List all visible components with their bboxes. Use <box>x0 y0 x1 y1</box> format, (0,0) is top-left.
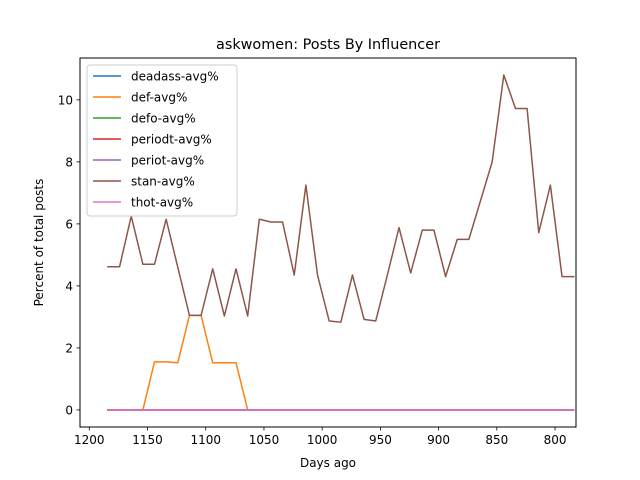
y-axis: 0 2 4 6 8 10 <box>58 93 80 417</box>
legend-label: periot-avg% <box>131 154 204 168</box>
y-tick-label: 8 <box>65 155 73 169</box>
chart-title: askwomen: Posts By Influencer <box>216 37 440 53</box>
series-line-stan-avg% <box>107 74 575 323</box>
axes-frame <box>79 57 577 428</box>
legend-label: thot-avg% <box>131 196 193 210</box>
x-tick-label: 1150 <box>132 433 163 447</box>
legend: deadass-avg% def-avg% defo-avg% periodt-avg… <box>86 64 238 217</box>
x-tick-label: 850 <box>485 433 508 447</box>
y-axis-label: Percent of total posts <box>32 179 46 307</box>
plot-area <box>79 57 577 428</box>
y-tick-label: 4 <box>65 279 73 293</box>
legend-label: deadass-avg% <box>131 70 219 84</box>
y-tick-label: 2 <box>65 341 73 355</box>
y-tick-label: 0 <box>65 403 73 417</box>
y-tick-label: 6 <box>65 217 73 231</box>
x-axis-label: Days ago <box>300 456 356 470</box>
x-tick-label: 1200 <box>74 433 105 447</box>
x-tick-label: 950 <box>369 433 392 447</box>
x-tick-label: 900 <box>427 433 450 447</box>
y-tick-label: 10 <box>58 93 73 107</box>
legend-frame <box>86 64 238 217</box>
x-axis: 1200 1150 1100 1050 1000 950 900 850 800 <box>74 427 566 447</box>
series-layer <box>107 74 575 411</box>
x-tick-label: 1100 <box>190 433 221 447</box>
legend-label: stan-avg% <box>131 175 195 189</box>
legend-label: defo-avg% <box>131 112 196 126</box>
legend-label: def-avg% <box>131 91 187 105</box>
x-tick-label: 800 <box>544 433 567 447</box>
legend-label: periodt-avg% <box>131 133 212 147</box>
x-tick-label: 1000 <box>307 433 338 447</box>
x-tick-label: 1050 <box>249 433 280 447</box>
